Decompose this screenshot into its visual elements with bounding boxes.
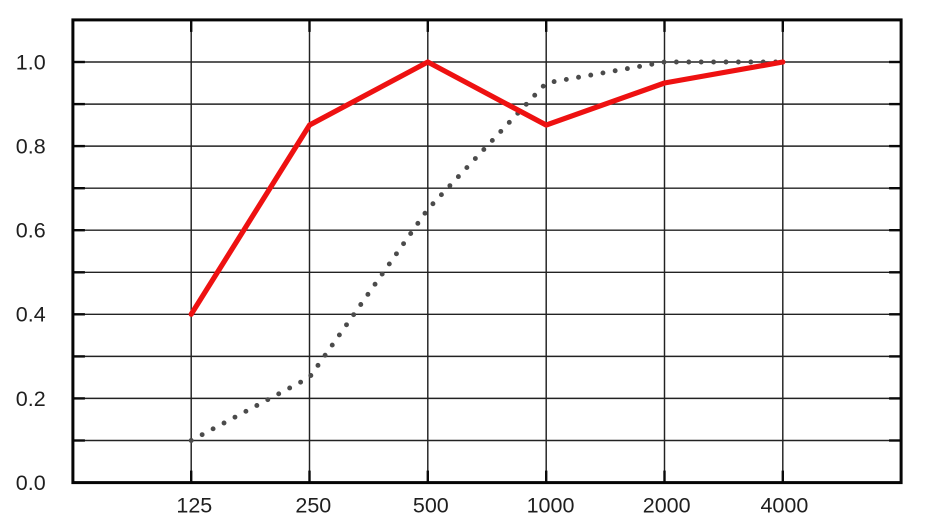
svg-text:0.2: 0.2 bbox=[16, 387, 46, 411]
svg-text:4000: 4000 bbox=[760, 494, 808, 518]
svg-text:250: 250 bbox=[295, 494, 331, 518]
svg-text:0.8: 0.8 bbox=[16, 135, 46, 159]
svg-text:125: 125 bbox=[176, 494, 212, 518]
svg-text:500: 500 bbox=[413, 494, 449, 518]
svg-text:2000: 2000 bbox=[643, 494, 691, 518]
svg-text:1.0: 1.0 bbox=[16, 50, 46, 74]
svg-text:1000: 1000 bbox=[527, 494, 575, 518]
svg-text:0.6: 0.6 bbox=[16, 219, 46, 243]
svg-text:0.0: 0.0 bbox=[16, 471, 46, 495]
svg-text:0.4: 0.4 bbox=[16, 303, 46, 327]
